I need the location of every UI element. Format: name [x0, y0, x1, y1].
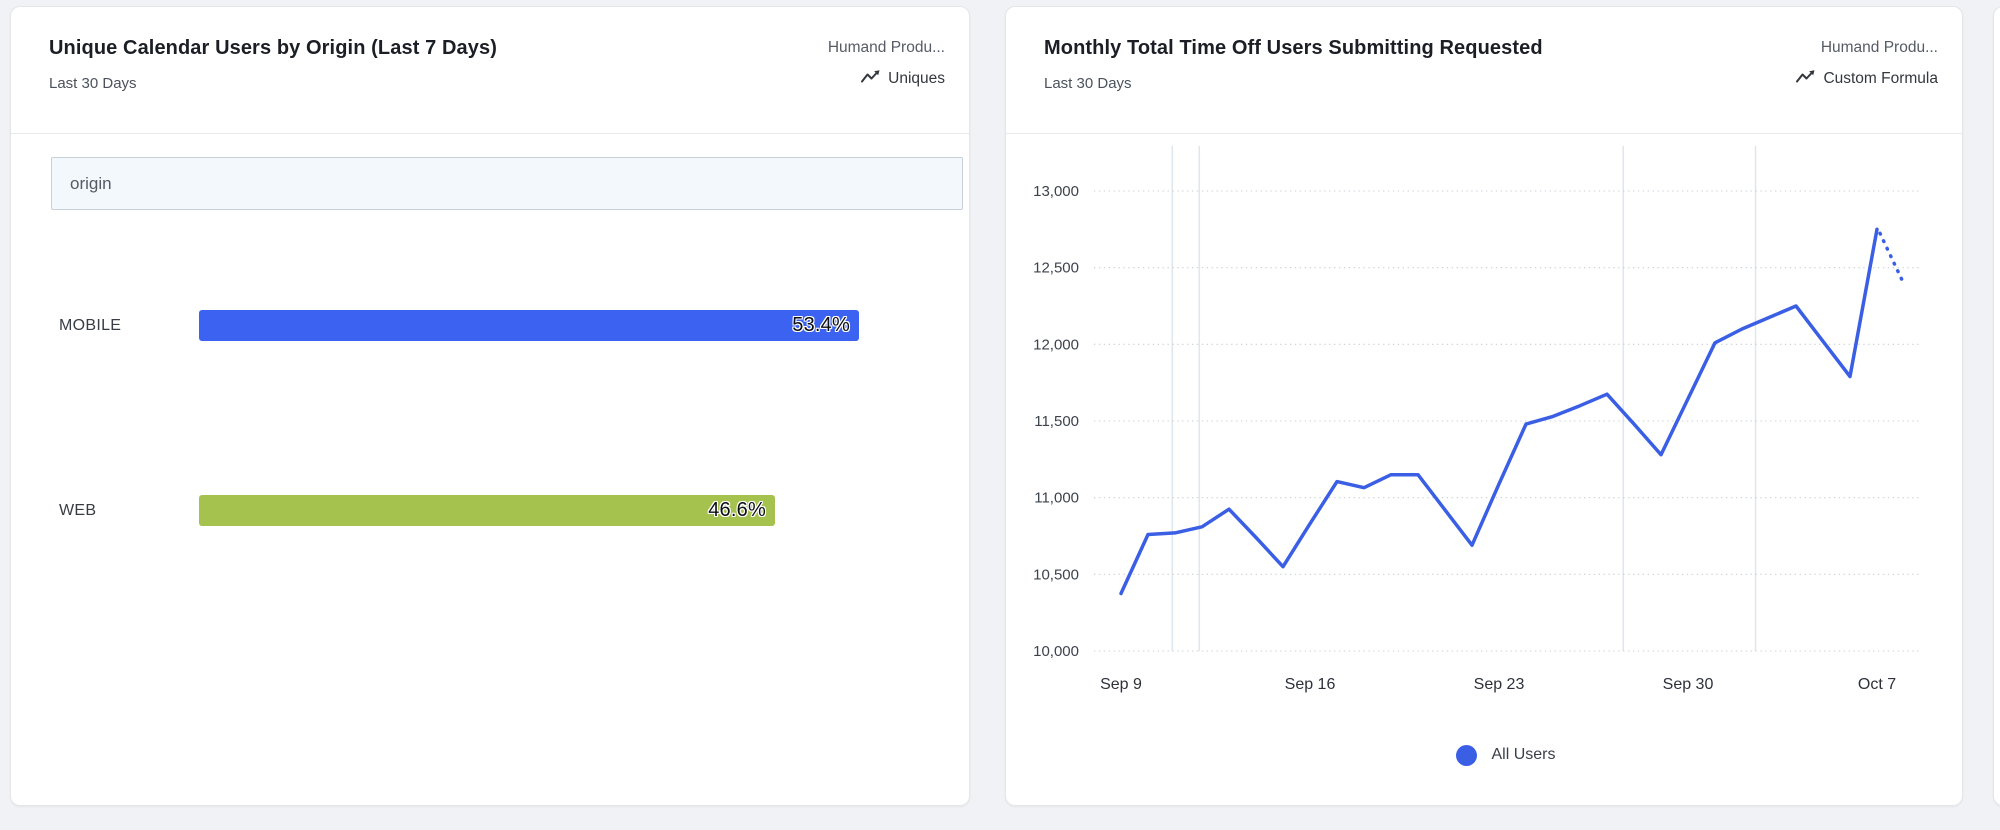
x-tick-label: Sep 30	[1663, 676, 1714, 693]
y-tick-label: 10,000	[1033, 643, 1079, 660]
trend-line-icon	[1796, 70, 1816, 88]
origin-filter-input[interactable]	[51, 157, 963, 210]
legend-label[interactable]: All Users	[1491, 746, 1556, 763]
y-tick-label: 12,500	[1033, 260, 1079, 277]
bar-mobile[interactable]: 53.4%	[199, 310, 859, 341]
y-tick-label: 13,000	[1033, 183, 1079, 200]
bar-category-label: MOBILE	[59, 317, 122, 334]
y-tick-label: 10,500	[1033, 566, 1079, 583]
bar-category-label: WEB	[59, 502, 97, 519]
card-title: Monthly Total Time Off Users Submitting …	[1044, 37, 1543, 59]
card-date-range: Last 30 Days	[49, 75, 137, 92]
bar-value-label: 46.6%	[708, 499, 766, 521]
metric-type-label: Custom Formula	[1823, 70, 1938, 87]
metric-type-label: Uniques	[888, 70, 945, 87]
bar-value-label: 53.4%	[792, 314, 850, 336]
x-tick-label: Sep 23	[1474, 676, 1525, 693]
bar-row-mobile: MOBILE 53.4%	[11, 310, 971, 341]
bar-web[interactable]: 46.6%	[199, 495, 775, 526]
card-header: Monthly Total Time Off Users Submitting …	[1006, 7, 1962, 134]
chart-legend: All Users	[1028, 743, 1984, 767]
x-tick-label: Sep 16	[1285, 676, 1336, 693]
card-source-truncated: Humand Produ...	[1820, 39, 1938, 56]
bar-chart-card: Unique Calendar Users by Origin (Last 7 …	[10, 6, 970, 806]
series-line-all-users	[1119, 227, 1879, 596]
y-tick-label: 11,500	[1034, 413, 1079, 430]
line-chart: 10,000 10,500 11,000 11,500 12,000 12,500 13,0…	[1033, 146, 1921, 693]
card-title: Unique Calendar Users by Origin (Last 7 …	[49, 37, 497, 59]
legend-swatch-all-users[interactable]	[1456, 744, 1478, 766]
card-header: Unique Calendar Users by Origin (Last 7 …	[11, 7, 969, 134]
y-tick-label: 11,000	[1034, 490, 1079, 507]
projection-dotted-line	[1878, 231, 1904, 282]
card-date-range: Last 30 Days	[1044, 75, 1132, 92]
bar-row-web: WEB 46.6%	[11, 495, 971, 526]
partial-next-card	[1993, 6, 2000, 806]
line-chart-card: Monthly Total Time Off Users Submitting …	[1005, 6, 1963, 806]
x-tick-label: Oct 7	[1858, 676, 1896, 693]
trend-line-icon	[861, 70, 881, 88]
y-tick-label: 12,000	[1033, 336, 1079, 353]
card-source-truncated: Humand Produ...	[827, 39, 945, 56]
x-tick-label: Sep 9	[1100, 676, 1142, 693]
